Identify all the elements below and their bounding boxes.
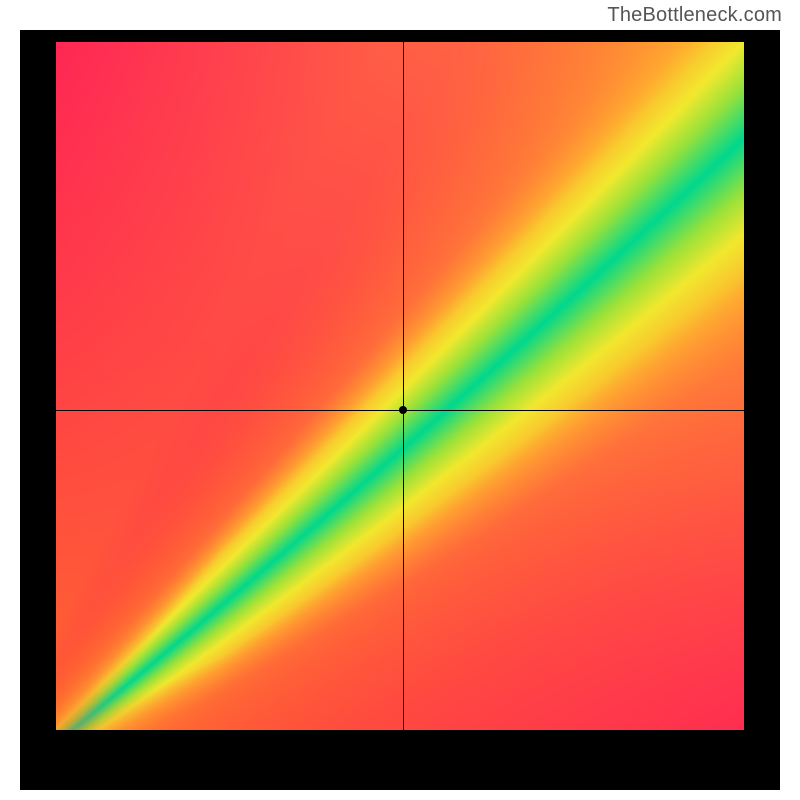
crosshair-vertical xyxy=(403,42,404,730)
plot-frame xyxy=(20,30,780,790)
heatmap-canvas xyxy=(56,42,744,730)
attribution-text: TheBottleneck.com xyxy=(607,4,782,27)
heatmap-area xyxy=(56,42,744,730)
crosshair-marker xyxy=(399,406,407,414)
figure-root: TheBottleneck.com xyxy=(0,0,800,800)
